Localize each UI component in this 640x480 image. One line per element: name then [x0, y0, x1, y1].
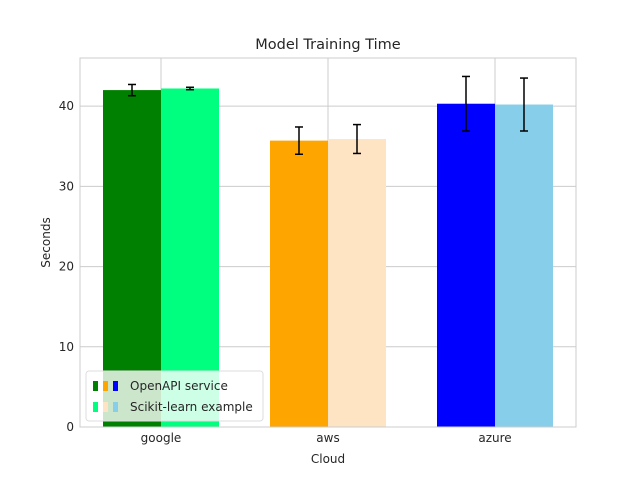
legend-swatch — [93, 402, 98, 412]
x-tick-label: aws — [316, 431, 339, 445]
bar — [270, 140, 328, 428]
legend-swatch — [103, 381, 108, 391]
legend: OpenAPI service Scikit-learn example — [85, 370, 264, 422]
x-tick-label: google — [141, 431, 182, 445]
x-axis: google aws azure — [141, 431, 512, 445]
y-tick-label: 40 — [59, 99, 74, 113]
y-tick-label: 0 — [66, 420, 74, 434]
legend-label-scikit: Scikit-learn example — [130, 400, 253, 414]
legend-swatches — [93, 381, 118, 412]
chart-title: Model Training Time — [255, 37, 401, 53]
legend-swatch — [113, 402, 118, 412]
plot-frame — [79, 57, 577, 428]
legend-swatch — [103, 402, 108, 412]
bar — [437, 103, 495, 428]
bars — [103, 88, 553, 428]
y-tick-label: 30 — [59, 179, 74, 193]
y-tick-label: 20 — [59, 260, 74, 274]
error-bars — [128, 75, 528, 156]
y-tick-label: 10 — [59, 340, 74, 354]
legend-swatch — [93, 381, 98, 391]
legend-box — [85, 370, 264, 422]
y-axis-label: Seconds — [39, 217, 53, 267]
y-axis: 0 10 20 30 40 — [59, 99, 74, 434]
x-tick-label: azure — [478, 431, 511, 445]
legend-swatch — [113, 381, 118, 391]
bar — [495, 104, 553, 427]
legend-label-openapi: OpenAPI service — [130, 379, 228, 393]
x-axis-label: Cloud — [311, 452, 345, 466]
bar — [328, 139, 386, 427]
